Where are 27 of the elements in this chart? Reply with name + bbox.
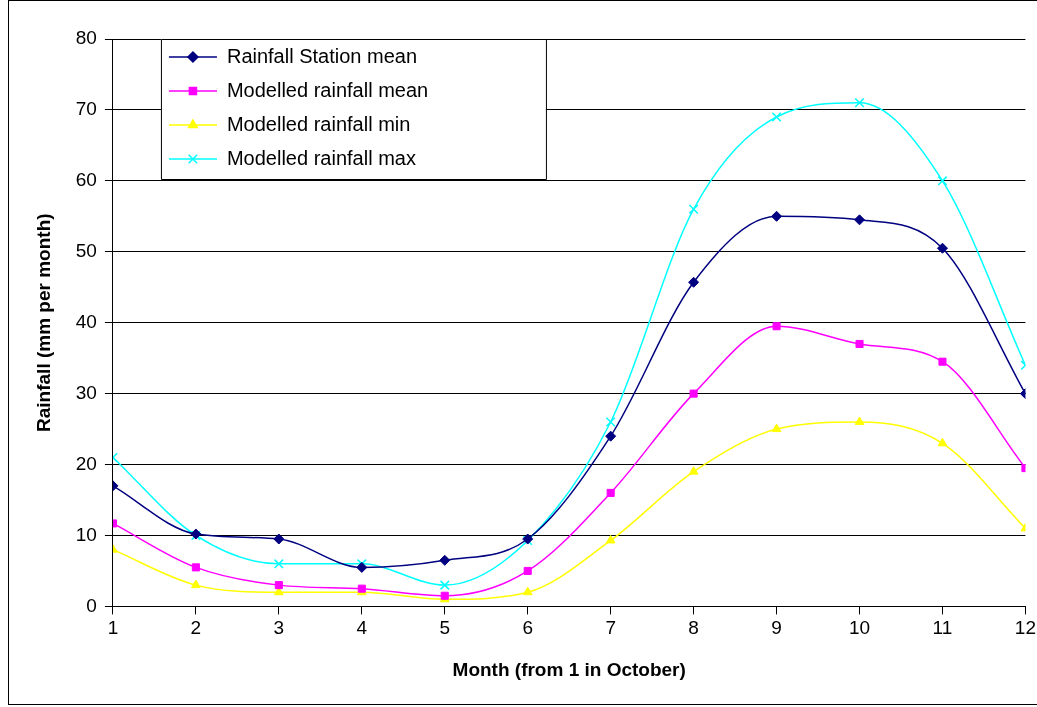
legend-label: Modelled rainfall max <box>226 146 416 169</box>
legend-label: Rainfall Station mean <box>226 44 418 67</box>
y-tick-label: 50 <box>75 240 97 262</box>
y-tick-label: 70 <box>75 98 97 120</box>
x-tick-label: 9 <box>771 617 782 639</box>
y-tick-label: 80 <box>75 27 97 49</box>
y-tick-label: 30 <box>75 381 97 403</box>
legend-label: Modelled rainfall mean <box>226 78 429 101</box>
x-tick-label: 4 <box>356 617 368 639</box>
y-tick-label: 40 <box>75 310 97 332</box>
x-tick-label: 1 <box>107 617 119 639</box>
x-tick-label: 8 <box>688 617 699 639</box>
x-tick-label: 11 <box>932 617 953 639</box>
x-tick-label: 12 <box>1014 617 1036 639</box>
x-tick-label: 2 <box>190 617 202 639</box>
y-tick-label: 10 <box>75 523 97 545</box>
x-tick-label: 6 <box>522 617 533 639</box>
y-tick-label: 0 <box>86 594 97 616</box>
y-tick-label: 60 <box>75 169 97 191</box>
x-tick-label: 3 <box>273 617 285 639</box>
x-tick-label: 5 <box>439 617 451 639</box>
x-tick-label: 7 <box>605 617 616 639</box>
y-tick-label: 20 <box>75 452 97 474</box>
y-axis-title: Rainfall (mm per month) <box>32 213 54 432</box>
x-axis-title: Month (from 1 in October) <box>452 658 686 680</box>
legend-label: Modelled rainfall min <box>226 112 411 135</box>
x-tick-label: 10 <box>848 617 871 639</box>
